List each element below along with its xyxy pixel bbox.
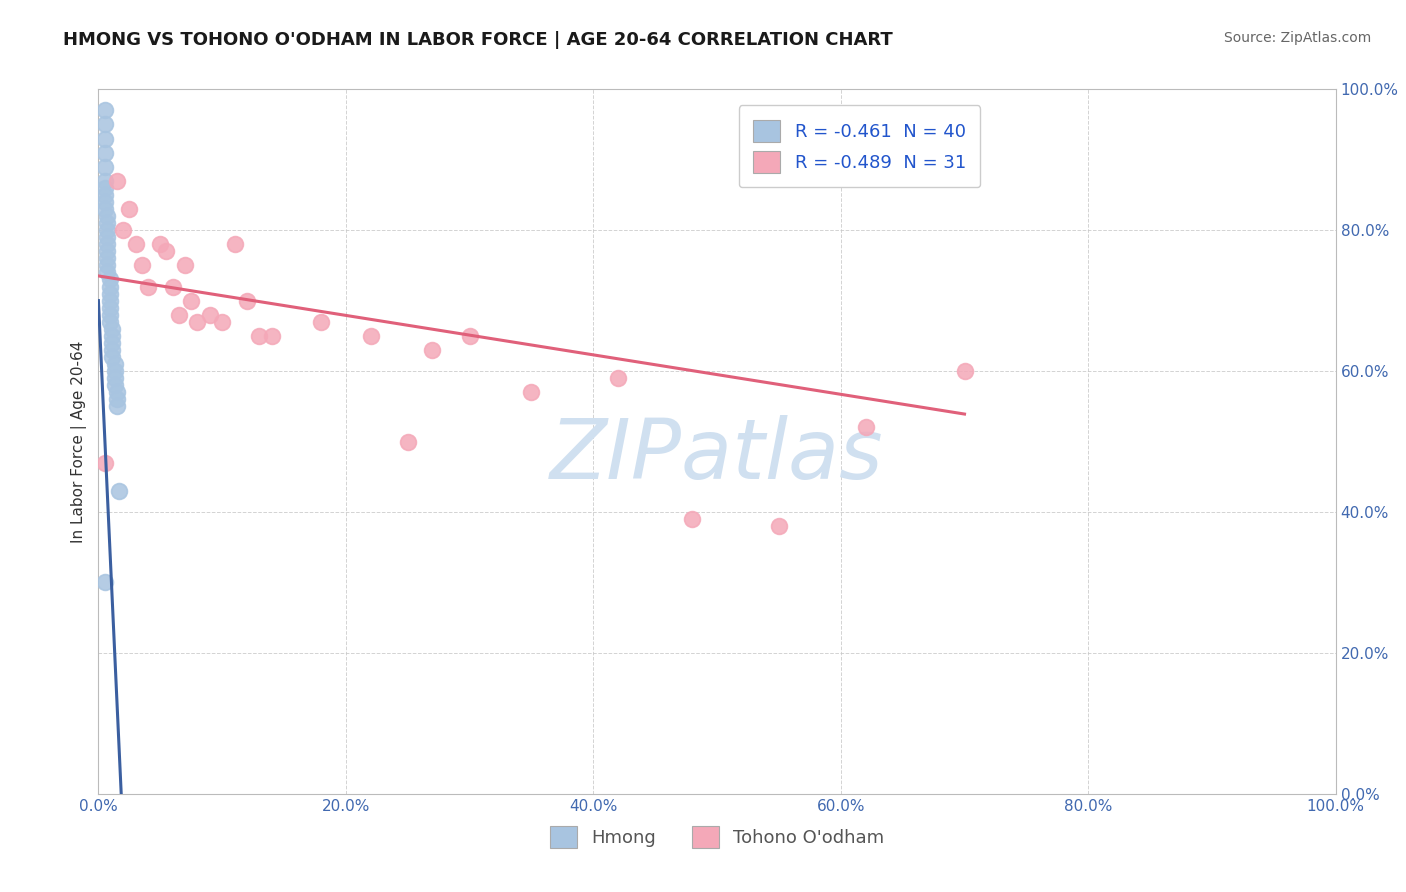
Text: ZIPatlas: ZIPatlas [550,415,884,496]
Point [105,385,128,400]
Point [96,209,118,223]
Point [124,237,146,252]
Point [103,378,125,392]
Point [93,160,115,174]
Point [96,252,118,266]
Point [309,315,332,329]
Point [93,103,115,118]
Point [98,293,121,308]
Point [155,244,177,259]
Point [103,371,125,385]
Point [396,434,419,449]
Point [247,328,270,343]
Point [96,244,118,259]
Point [93,131,115,145]
Point [101,328,124,343]
Point [98,272,121,286]
Point [93,187,115,202]
Point [149,237,172,252]
Point [162,279,184,293]
Point [93,174,115,188]
Point [855,420,877,434]
Point [101,335,124,350]
Point [98,315,121,329]
Point [98,301,121,315]
Point [93,145,115,160]
Point [211,315,233,329]
Point [93,202,115,216]
Point [93,181,115,195]
Point [98,279,121,293]
Point [101,350,124,364]
Point [96,237,118,252]
Legend: Hmong, Tohono O'odham: Hmong, Tohono O'odham [543,819,891,855]
Point [422,343,444,357]
Point [96,216,118,230]
Point [96,265,118,279]
Point [260,328,283,343]
Point [105,174,128,188]
Point [93,117,115,131]
Point [180,293,202,308]
Point [93,194,115,209]
Point [96,259,118,273]
Point [108,483,131,498]
Point [953,364,976,378]
Point [96,230,118,244]
Point [167,308,190,322]
Point [105,392,128,407]
Point [98,286,121,301]
Point [458,328,481,343]
Point [103,364,125,378]
Text: Source: ZipAtlas.com: Source: ZipAtlas.com [1223,31,1371,45]
Point [98,308,121,322]
Point [118,202,141,216]
Point [607,371,630,385]
Y-axis label: In Labor Force | Age 20-64: In Labor Force | Age 20-64 [72,341,87,542]
Point [681,512,703,526]
Point [101,322,124,336]
Point [136,279,159,293]
Point [96,223,118,237]
Point [112,223,135,237]
Point [174,259,197,273]
Point [103,357,125,371]
Point [186,315,208,329]
Point [93,456,115,470]
Point [93,575,115,590]
Point [360,328,382,343]
Point [224,237,246,252]
Point [131,259,153,273]
Text: HMONG VS TOHONO O'ODHAM IN LABOR FORCE | AGE 20-64 CORRELATION CHART: HMONG VS TOHONO O'ODHAM IN LABOR FORCE |… [63,31,893,49]
Point [768,519,790,533]
Point [236,293,259,308]
Point [198,308,221,322]
Point [105,399,128,413]
Point [520,385,543,400]
Point [101,343,124,357]
